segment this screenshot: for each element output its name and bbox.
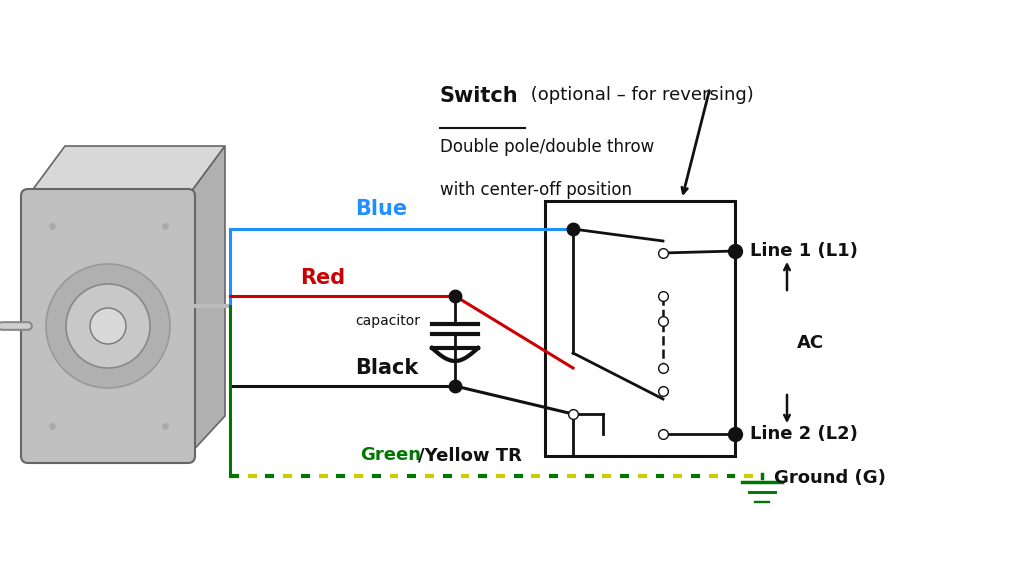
Bar	[545, 201, 735, 456]
Text: Green: Green	[360, 446, 421, 464]
Text: Blue: Blue	[355, 199, 408, 219]
Text: capacitor: capacitor	[355, 314, 420, 328]
Text: with center-off position: with center-off position	[440, 181, 632, 199]
Polygon shape	[28, 146, 225, 196]
Text: Line 2 (L2): Line 2 (L2)	[750, 425, 858, 443]
Text: Black: Black	[355, 358, 418, 378]
Text: Line 1 (L1): Line 1 (L1)	[750, 242, 858, 260]
Polygon shape	[188, 146, 225, 456]
Text: (optional – for reversing): (optional – for reversing)	[525, 86, 754, 104]
Text: /Yellow TR: /Yellow TR	[418, 446, 522, 464]
Text: Double pole/double throw: Double pole/double throw	[440, 138, 654, 156]
Text: Red: Red	[300, 268, 345, 288]
FancyBboxPatch shape	[22, 189, 195, 463]
Circle shape	[90, 308, 126, 344]
Text: Switch: Switch	[440, 86, 518, 106]
Text: Ground (G): Ground (G)	[774, 469, 886, 487]
Circle shape	[46, 264, 170, 388]
Text: AC: AC	[797, 333, 824, 352]
Circle shape	[66, 284, 150, 368]
